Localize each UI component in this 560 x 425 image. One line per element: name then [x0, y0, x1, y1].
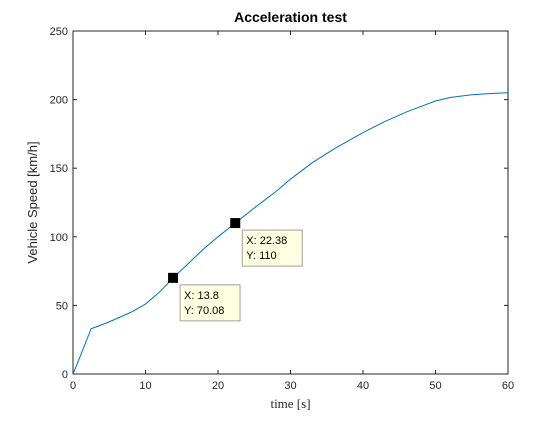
y-tick-label: 0: [62, 369, 68, 381]
y-axis-label: Vehicle Speed [km/h]: [25, 141, 40, 263]
plot-area-box: [72, 30, 509, 375]
datatip-box[interactable]: [179, 284, 241, 322]
datatip-y-text: Y: 110: [246, 250, 276, 262]
x-tick-label: 20: [212, 380, 224, 392]
y-tick-label: 100: [50, 232, 68, 244]
series-line: [72, 92, 509, 375]
x-tick-label: 40: [357, 380, 369, 392]
chart-title: Acceleration test: [234, 9, 347, 25]
x-tick-label: 30: [284, 380, 296, 392]
x-tick-label: 60: [502, 380, 514, 392]
datatip-marker[interactable]: [168, 272, 179, 283]
y-tick-label: 200: [50, 95, 68, 107]
x-axis-label: time [s]: [270, 396, 310, 411]
datatip-y-text: Y: 70.08: [184, 305, 224, 317]
x-tick-label: 10: [139, 380, 151, 392]
x-tick-label: 50: [429, 380, 441, 392]
y-tick-label: 250: [50, 26, 68, 38]
datatip-box[interactable]: [241, 229, 303, 267]
datatip-x-text: X: 22.38: [246, 235, 287, 247]
datatip-marker[interactable]: [230, 218, 241, 229]
y-tick-label: 150: [50, 163, 68, 175]
x-tick-label: 0: [70, 380, 76, 392]
y-tick-label: 50: [56, 300, 68, 312]
datatip-x-text: X: 13.8: [184, 290, 219, 302]
